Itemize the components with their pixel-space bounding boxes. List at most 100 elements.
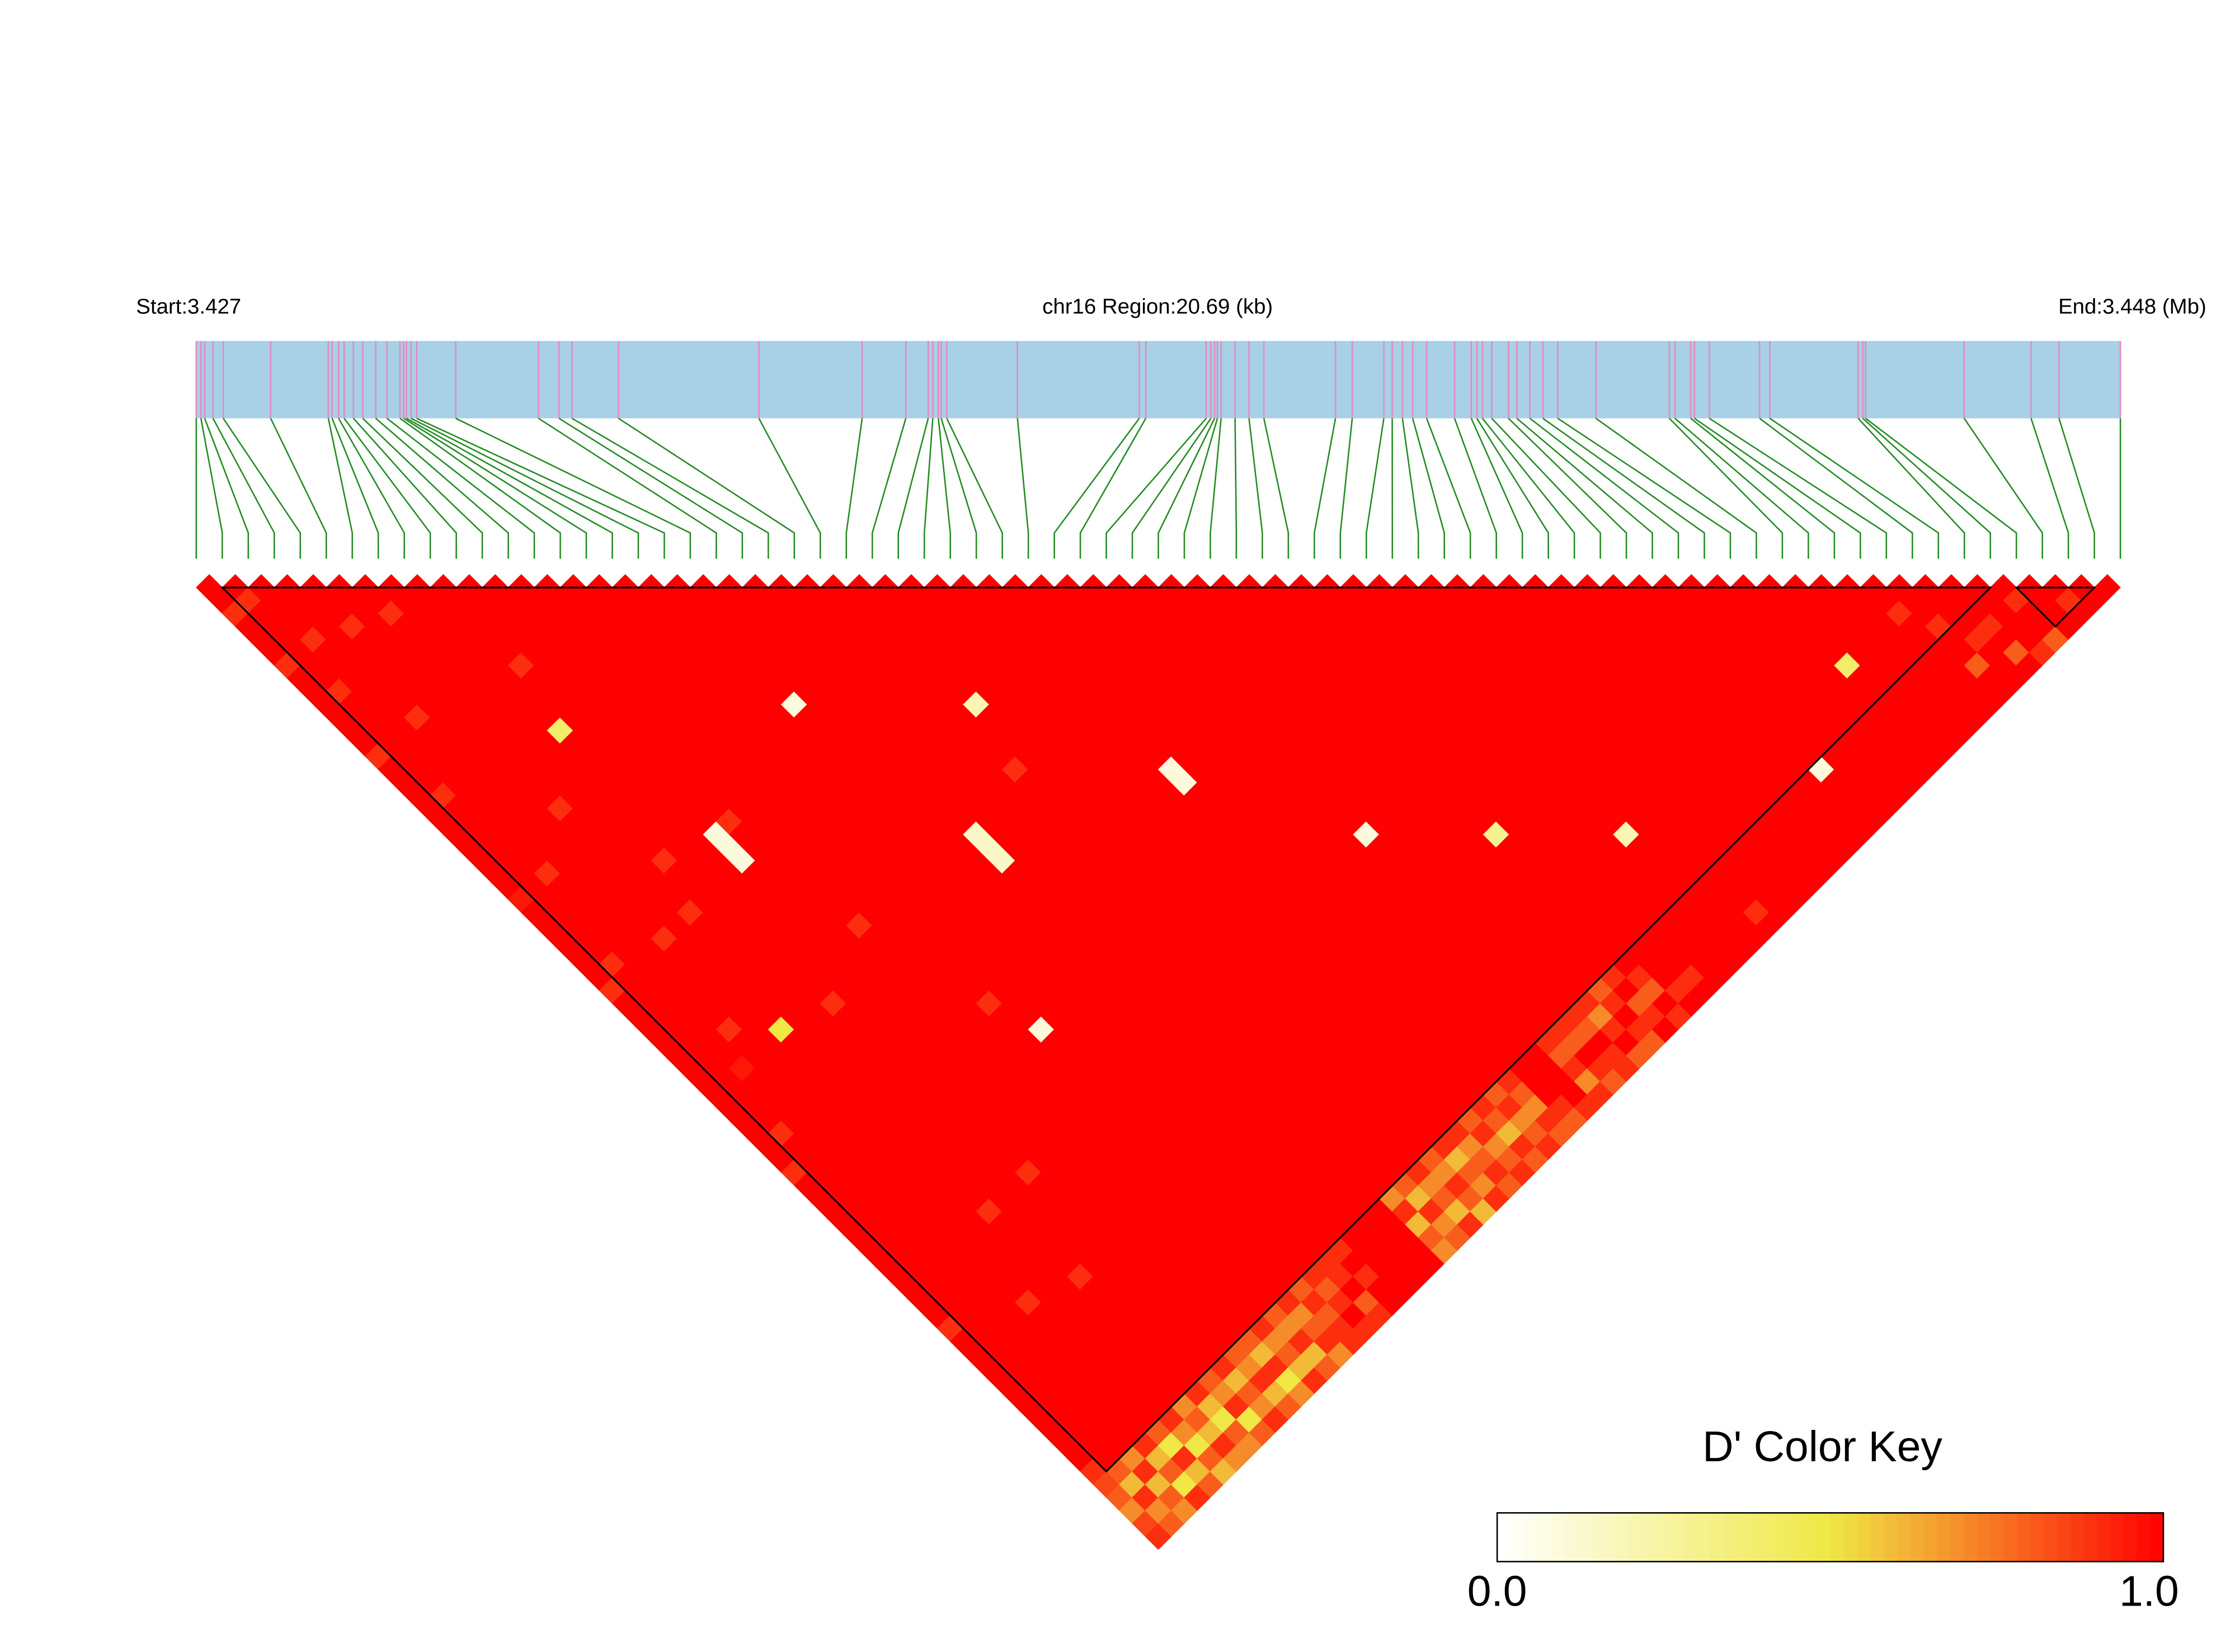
key-step xyxy=(1710,1513,1724,1562)
snp-connector xyxy=(1542,417,1705,559)
region-label: chr16 Region:20.69 (kb) xyxy=(1042,295,1273,319)
snp-connector xyxy=(1017,418,1029,559)
key-step xyxy=(1657,1513,1671,1562)
key-step xyxy=(1724,1513,1738,1562)
snp-connector xyxy=(406,417,613,559)
key-step xyxy=(1537,1513,1551,1562)
key-step xyxy=(1630,1513,1644,1562)
key-step xyxy=(1803,1513,1818,1562)
snp-connector xyxy=(344,418,431,559)
key-step xyxy=(1737,1513,1751,1562)
snp-connector xyxy=(1053,418,1140,559)
snp-connector xyxy=(1314,418,1337,559)
snp-connector xyxy=(1516,417,1653,559)
snp-connector xyxy=(1453,418,1497,559)
key-step xyxy=(1883,1513,1898,1562)
snp-connector xyxy=(1709,417,1888,559)
key-step xyxy=(2083,1513,2097,1562)
snp-connector xyxy=(1857,417,1965,559)
snp-connector xyxy=(2030,418,2069,559)
key-step xyxy=(1923,1513,1937,1562)
snp-connector xyxy=(1674,417,1809,559)
snp-connector xyxy=(538,417,717,559)
key-step xyxy=(1950,1513,1964,1562)
snp-connector xyxy=(212,418,275,559)
snp-connector xyxy=(1529,417,1679,559)
snp-connector xyxy=(946,418,1003,559)
key-step xyxy=(1830,1513,1845,1562)
snp-connector xyxy=(1769,417,1940,559)
key-step xyxy=(2123,1513,2138,1562)
end-label: End:3.448 (Mb) xyxy=(2058,295,2206,319)
key-step xyxy=(1603,1513,1618,1562)
key-tick-label: 0.0 xyxy=(1467,1568,1527,1616)
snp-connector xyxy=(1669,417,1784,559)
key-step xyxy=(1564,1513,1578,1562)
key-step xyxy=(2030,1513,2044,1562)
key-step xyxy=(2150,1513,2164,1562)
ld-block xyxy=(2014,586,2097,628)
key-step xyxy=(1870,1513,1884,1562)
snp-connector xyxy=(1411,418,1446,559)
snp-connector xyxy=(416,417,665,559)
snp-connector xyxy=(1476,418,1549,559)
snp-connector xyxy=(1963,418,2043,559)
key-step xyxy=(1990,1513,2004,1562)
key-step xyxy=(1523,1513,1538,1562)
snp-connector xyxy=(1339,418,1353,559)
key-step xyxy=(1937,1513,1951,1562)
key-step xyxy=(1910,1513,1925,1562)
key-title: D' Color Key xyxy=(1702,1423,1942,1471)
snp-connector xyxy=(403,417,587,559)
snp-connector xyxy=(1131,418,1212,559)
snp-connector xyxy=(758,418,821,559)
snp-connector xyxy=(327,418,353,559)
snp-connector xyxy=(1248,418,1263,559)
key-step xyxy=(2137,1513,2151,1562)
key-step xyxy=(2110,1513,2124,1562)
snp-connector xyxy=(331,418,379,559)
ld-cell xyxy=(2093,574,2121,601)
ld-block xyxy=(220,586,1993,1473)
snp-connector xyxy=(558,417,744,559)
key-step xyxy=(1497,1513,1511,1562)
key-step xyxy=(2070,1513,2084,1562)
key-step xyxy=(1644,1513,1658,1562)
snp-connector xyxy=(1557,417,1731,559)
key-step xyxy=(2016,1513,2031,1562)
key-step xyxy=(2096,1513,2111,1562)
key-step xyxy=(1670,1513,1685,1562)
snp-connector xyxy=(1481,417,1575,559)
key-tick-label: 1.0 xyxy=(2119,1568,2179,1616)
snp-connector xyxy=(1401,418,1419,559)
snp-connector xyxy=(2058,418,2095,559)
snp-connector xyxy=(270,418,327,559)
key-step xyxy=(1817,1513,1831,1562)
key-step xyxy=(1790,1513,1804,1562)
snp-connector xyxy=(1595,417,1757,559)
snp-connector xyxy=(871,418,907,559)
key-step xyxy=(1777,1513,1791,1562)
snp-connector xyxy=(938,418,951,559)
snp-connector xyxy=(1690,417,1836,559)
snp-connector xyxy=(386,417,535,559)
snp-connector xyxy=(204,418,250,559)
snp-connector xyxy=(923,418,934,559)
key-step xyxy=(1683,1513,1698,1562)
snp-connector xyxy=(352,417,457,559)
key-step xyxy=(1510,1513,1524,1562)
key-step xyxy=(1857,1513,1871,1562)
snp-connector xyxy=(897,418,929,559)
snp-connector xyxy=(1470,418,1523,559)
snp-connector xyxy=(338,418,405,559)
snp-connector xyxy=(1366,418,1385,559)
snp-connector xyxy=(455,417,691,559)
key-step xyxy=(1897,1513,1911,1562)
key-step xyxy=(2057,1513,2071,1562)
key-step xyxy=(1763,1513,1778,1562)
snp-connector xyxy=(1862,417,1992,559)
snp-connector xyxy=(1865,417,2017,559)
snp-connector xyxy=(399,417,561,559)
